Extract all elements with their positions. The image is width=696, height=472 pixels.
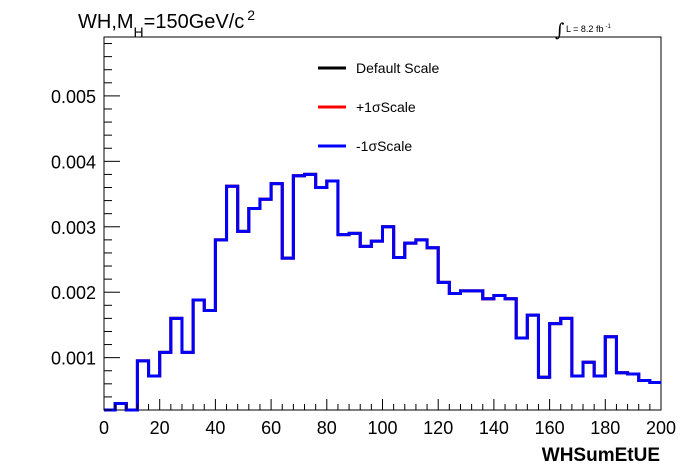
luminosity-text: L = 8.2 fb -1 (566, 24, 611, 34)
x-tick-label: 80 (317, 418, 337, 438)
x-tick-label: 160 (535, 418, 565, 438)
x-tick-label: 20 (150, 418, 170, 438)
x-tick-label: 180 (590, 418, 620, 438)
legend-entry-plus-sigma: +1σScale (318, 99, 416, 115)
y-tick-label: 0.001 (51, 349, 96, 369)
x-tick-label: 100 (367, 418, 397, 438)
x-tick-label: 40 (205, 418, 225, 438)
y-tick-label: 0.004 (51, 152, 96, 172)
legend-label-plus-sigma: +1σScale (356, 99, 416, 115)
legend-entry-minus-sigma: -1σScale (318, 138, 412, 154)
x-tick-label: 200 (646, 418, 676, 438)
series-layer (104, 172, 661, 412)
series-line-1-scale (104, 172, 661, 412)
title-rest: =150GeV/c (144, 11, 245, 33)
x-axis-label: WHSumEtUE (542, 445, 660, 466)
chart-title: WH,MH=150GeV/c 2 (78, 7, 255, 40)
legend-entry-default: Default Scale (318, 60, 439, 76)
x-tick-label: 120 (423, 418, 453, 438)
legend-label-minus-sigma: -1σScale (356, 138, 412, 154)
axis-ticks (103, 43, 662, 411)
x-tick-label: 0 (99, 418, 109, 438)
y-tick-label: 0.002 (51, 283, 96, 303)
integral-symbol: ∫ (555, 20, 565, 41)
luminosity-value: L = 8.2 fb (566, 24, 603, 34)
legend-label-default: Default Scale (356, 60, 439, 76)
title-main: WH,M (78, 11, 134, 33)
x-tick-label: 140 (479, 418, 509, 438)
luminosity-label: ∫ L = 8.2 fb -1 (555, 20, 611, 41)
x-tick-label: 60 (261, 418, 281, 438)
legend: Default Scale +1σScale -1σScale (318, 60, 439, 154)
luminosity-superscript: -1 (605, 24, 611, 30)
title-subscript: H (134, 24, 144, 40)
y-tick-label: 0.003 (51, 218, 96, 238)
title-superscript: 2 (247, 7, 255, 23)
y-tick-label: 0.005 (51, 87, 96, 107)
tick-labels: 0 20 40 60 80 100 120 140 160 180 200 0.001 0.002 0.0… (51, 87, 676, 438)
